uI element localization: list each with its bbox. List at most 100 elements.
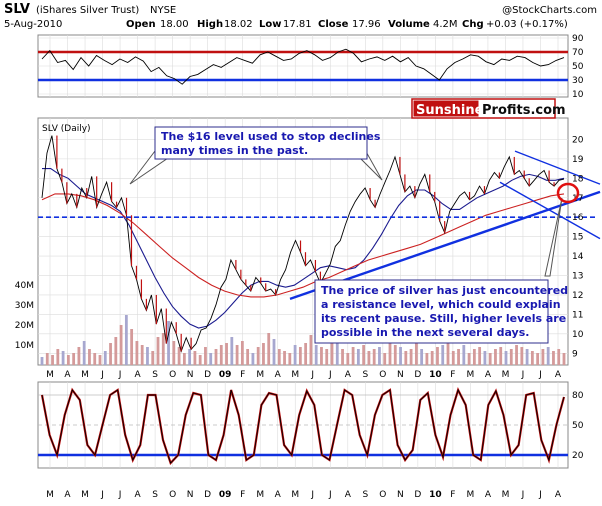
x-tick-label-lower: A <box>555 490 562 500</box>
volume-bar <box>330 341 334 365</box>
x-tick-label-upper: J <box>328 370 332 380</box>
x-tick-label-lower: J <box>118 490 122 500</box>
x-tick-label-upper: J <box>538 370 542 380</box>
x-tick-label-lower: D <box>414 490 421 500</box>
price-tick-label: 14 <box>572 252 584 262</box>
x-tick-label-upper: O <box>169 370 176 380</box>
volume-bar <box>530 351 534 365</box>
x-tick-label-upper: A <box>345 370 352 380</box>
ma-line-2 <box>41 193 565 298</box>
close-value: 17.96 <box>352 19 381 30</box>
x-tick-label-upper: A <box>555 370 562 380</box>
x-tick-label-lower: M <box>467 490 475 500</box>
x-tick-label-upper: D <box>204 370 211 380</box>
volume-bar <box>240 341 244 365</box>
x-tick-label-lower: 10 <box>429 490 442 500</box>
x-tick-label-lower: J <box>310 490 314 500</box>
x-tick-label-upper: N <box>187 370 194 380</box>
annotation-16-level: The $16 level used to stop declines many… <box>129 126 383 185</box>
volume-bar <box>124 315 128 365</box>
volume-bar <box>325 349 329 365</box>
volume-bar <box>414 343 418 365</box>
volume-bar <box>172 341 176 365</box>
volume-bar <box>151 351 155 365</box>
channel-bottom-line <box>499 181 601 240</box>
volume-bar <box>314 345 318 365</box>
volume-bar <box>61 351 65 365</box>
price-tick-label: 9 <box>572 349 578 359</box>
logo-part2: Profits.com <box>482 103 566 118</box>
moving-averages <box>41 168 565 329</box>
volume-bar <box>436 347 439 365</box>
price-tick-label: 20 <box>572 135 584 145</box>
volume-bar <box>499 347 503 365</box>
volume-bar <box>525 349 529 365</box>
logo-red-block <box>413 100 479 117</box>
volume-bar <box>562 353 566 365</box>
x-tick-label-upper: 09 <box>219 370 232 380</box>
volume-bar <box>288 353 292 365</box>
volume-bars <box>40 315 566 365</box>
volume-bar <box>441 345 445 365</box>
ticker-symbol: SLV <box>4 2 30 17</box>
volume-bar <box>383 353 387 365</box>
volume-bar <box>520 347 524 365</box>
volume-bar <box>362 345 366 365</box>
volume-bar <box>51 355 54 365</box>
rsi-tick-label: 70 <box>572 48 584 58</box>
volume-bar <box>372 349 376 365</box>
price-tick-label: 10 <box>572 330 584 340</box>
x-tick-label-lower: A <box>135 490 142 500</box>
x-tick-label-lower: J <box>328 490 332 500</box>
volume-value: 4.2M <box>433 19 458 30</box>
x-tick-label-upper: J <box>310 370 314 380</box>
chg-label: Chg <box>462 19 484 30</box>
annotation2-line2: a resistance level, which could explain <box>321 298 561 311</box>
volume-bar <box>262 343 265 365</box>
volume-bar <box>40 357 44 365</box>
x-tick-label-lower: J <box>538 490 542 500</box>
axis-ticks: 10305070909101112131415161718192010M20M3… <box>15 34 584 461</box>
volume-bar <box>494 349 497 365</box>
volume-bar <box>56 349 60 365</box>
x-tick-label-lower: J <box>521 490 525 500</box>
volume-bar <box>109 343 112 365</box>
high-label: High <box>197 19 223 30</box>
x-tick-label-upper: S <box>362 370 368 380</box>
annotation1-line1: The $16 level used to stop declines <box>161 130 381 143</box>
volume-bar <box>515 345 518 365</box>
price-tick-label: 19 <box>572 155 584 165</box>
volume-tick-label: 10M <box>15 341 34 351</box>
volume-bar <box>483 351 487 365</box>
rsi-line <box>41 48 565 85</box>
rsi-tick-label: 90 <box>572 34 584 44</box>
volume-bar <box>246 349 250 365</box>
x-tick-label-lower: M <box>502 490 510 500</box>
x-tick-label-lower: M <box>291 490 299 500</box>
volume-bar <box>335 343 339 365</box>
volume-bar <box>457 349 460 365</box>
volume-bar <box>446 341 450 365</box>
close-label: Close <box>318 19 349 30</box>
volume-bar <box>214 349 218 365</box>
x-tick-label-upper: A <box>275 370 282 380</box>
x-tick-label-upper: J <box>118 370 122 380</box>
annotation-resistance: The price of silver has just encountered… <box>314 197 568 344</box>
stoch-tick-label: 50 <box>572 421 584 431</box>
volume-bar <box>430 351 434 365</box>
x-tick-label-upper: M <box>502 370 510 380</box>
volume-bar <box>388 341 392 365</box>
stoch-tick-label: 80 <box>572 391 584 401</box>
volume-bar <box>230 337 234 365</box>
x-tick-label-lower: M <box>81 490 89 500</box>
volume-bar <box>451 351 455 365</box>
price-tick-label: 13 <box>572 272 583 282</box>
panel-label-price: SLV (Daily) <box>42 124 91 134</box>
x-tick-label-lower: M <box>46 490 54 500</box>
x-tick-label-lower: D <box>204 490 211 500</box>
x-tick-label-upper: 10 <box>429 370 442 380</box>
volume-bar <box>82 341 86 365</box>
open-label: Open <box>126 19 156 30</box>
x-tick-label-lower: J <box>100 490 104 500</box>
x-tick-label-upper: M <box>81 370 89 380</box>
